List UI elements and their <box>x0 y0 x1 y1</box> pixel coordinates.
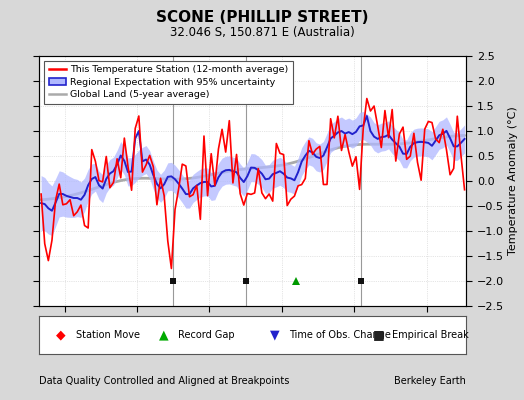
Text: ▲: ▲ <box>159 328 169 342</box>
Text: ◆: ◆ <box>57 328 66 342</box>
Text: Time of Obs. Change: Time of Obs. Change <box>289 330 391 340</box>
Legend: This Temperature Station (12-month average), Regional Expectation with 95% uncer: This Temperature Station (12-month avera… <box>44 61 293 104</box>
Text: 32.046 S, 150.871 E (Australia): 32.046 S, 150.871 E (Australia) <box>170 26 354 39</box>
Text: ■: ■ <box>373 328 384 342</box>
Text: Station Move: Station Move <box>75 330 139 340</box>
Text: SCONE (PHILLIP STREET): SCONE (PHILLIP STREET) <box>156 10 368 25</box>
Text: Berkeley Earth: Berkeley Earth <box>395 376 466 386</box>
Text: ▼: ▼ <box>270 328 279 342</box>
Text: Empirical Break: Empirical Break <box>391 330 468 340</box>
Text: Data Quality Controlled and Aligned at Breakpoints: Data Quality Controlled and Aligned at B… <box>39 376 290 386</box>
Text: Record Gap: Record Gap <box>178 330 235 340</box>
Y-axis label: Temperature Anomaly (°C): Temperature Anomaly (°C) <box>508 107 518 255</box>
